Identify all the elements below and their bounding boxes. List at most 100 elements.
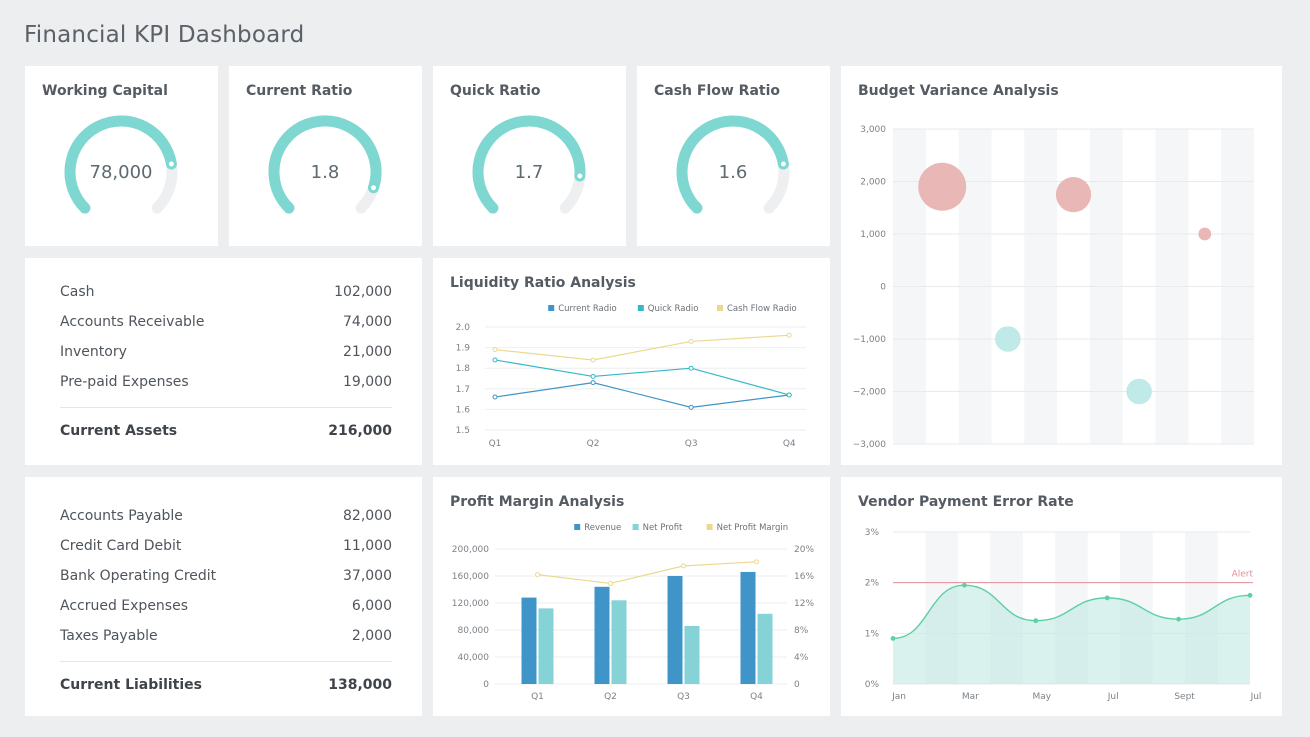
liquidity-ratio-chart: 2.0 1.9 1.8 1.7 1.6 1.5 Q1 Q2 Q3 Q4 Cash Flow Radi… [456,304,806,449]
bubble [1126,378,1152,405]
gauge-value: 1.7 [515,162,544,183]
total-value: 216,000 [328,423,392,439]
row-value: 21,000 [343,344,392,360]
data-point [492,394,498,400]
x-tick-label: Sept [1174,692,1195,702]
data-point [688,404,694,410]
kpi-card-working-capital: Working Capital 78,000 [25,66,218,246]
bar [740,571,756,684]
legend-label: Cash Flow Radio [727,304,797,314]
bar [667,576,683,684]
total-value: 138,000 [328,677,392,693]
liquidity-ratio-panel: Liquidity Ratio Analysis 2.0 1.9 1.8 1.7 1.6… [433,258,830,465]
x-tick-label: Jan [891,692,906,702]
data-point [1033,618,1039,624]
data-point [786,332,792,338]
gauge-fill [676,115,789,214]
page-title: Financial KPI Dashboard [24,22,305,48]
x-tick-label: Q4 [783,439,796,449]
y-tick-label: 160,000 [452,572,489,582]
y-tick-label: −2,000 [853,388,887,398]
table-row: Inventory 21,000 [60,337,392,367]
y-tick-label: 3% [865,528,880,538]
x-tick-label: Q1 [489,439,502,449]
divider [60,407,392,408]
y-tick-label: −3,000 [853,440,887,450]
y-tick-label: 2.0 [456,323,471,333]
legend-label: Net Profit Margin [717,523,789,533]
current-assets-panel: Cash 102,000 Accounts Receivable 74,000 In… [25,258,422,465]
data-point [962,582,967,588]
bubble [1055,177,1092,213]
gauge-value: 78,000 [90,162,153,183]
current-liabilities-panel: Accounts Payable 82,000 Credit Card Debit… [25,477,422,716]
legend-label: Revenue [584,523,621,533]
legend-label: Net Profit [643,523,683,533]
data-point [688,338,694,344]
data-point [786,392,792,398]
data-point [688,365,694,371]
row-label: Bank Operating Credit [60,568,217,584]
kpi-label: Working Capital [42,83,168,99]
gauge-cash-flow-ratio: 1.6 [676,115,790,214]
legend-swatch [632,524,639,530]
x-tick-label: Q1 [531,692,544,702]
liabilities-table: Accounts Payable 82,000 Credit Card Debit… [60,501,392,700]
y-tick-label: 40,000 [458,653,490,663]
total-row: Current Liabilities 138,000 [60,670,392,700]
row-label: Accounts Receivable [60,314,205,330]
table-row: Accrued Expenses 6,000 [60,591,392,621]
table-row: Taxes Payable 2,000 [60,621,392,651]
bar [684,625,700,684]
area-line [892,584,1251,640]
y2-tick-label: 20% [794,545,814,555]
data-point [590,373,596,379]
gauge-handle [166,159,176,169]
x-tick-label: Q2 [587,439,600,449]
bubble [995,326,1021,352]
legend-label: Current Radio [558,304,617,314]
bar [538,608,554,684]
profit-margin-chart: 200,000 160,000 120,000 80,000 40,000 0 20% 16%… [452,523,815,702]
bubble [1198,227,1212,241]
bar [594,586,610,684]
gauge-working-capital: 78,000 [64,115,178,214]
kpi-card-quick-ratio: Quick Ratio 1.7 [433,66,626,246]
y-tick-label: 0 [483,680,489,690]
legend-swatch [574,524,581,530]
kpi-label: Quick Ratio [450,83,541,99]
data-point [890,636,896,641]
table-row: Credit Card Debit 11,000 [60,531,392,561]
y2-tick-label: 4% [794,653,809,663]
x-tick-label: Q3 [677,692,690,702]
total-label: Current Liabilities [60,677,202,693]
budget-variance-panel: Budget Variance Analysis 3,000 2,000 1,000… [841,66,1282,465]
kpi-card-current-ratio: Current Ratio 1.8 [229,66,422,246]
row-value: 102,000 [334,284,392,300]
bubble [918,162,967,211]
row-value: 2,000 [351,628,392,644]
y2-tick-label: 0 [794,680,800,690]
legend-swatch [706,524,713,530]
area-fill [893,585,1250,684]
row-label: Cash [60,284,95,300]
data-point [492,347,498,353]
legend-swatch [717,305,723,311]
total-row: Current Assets 216,000 [60,416,392,446]
budget-variance-chart: 3,000 2,000 1,000 0 −1,000 −2,000 −3,000 [853,125,1254,450]
assets-table: Cash 102,000 Accounts Receivable 74,000 In… [60,277,392,446]
y-tick-label: 2% [865,579,880,589]
divider [60,661,392,662]
series-line [494,359,790,396]
x-tick-label: Q3 [685,439,698,449]
row-value: 6,000 [351,598,392,614]
data-point [492,357,498,363]
vendor-error-chart: 3% 2% 1% 0% Alert Jan Mar May Jul Sept Jul [865,528,1262,702]
data-point [590,357,596,363]
chart-title: Liquidity Ratio Analysis [450,275,636,291]
y2-tick-label: 16% [794,572,814,582]
row-label: Credit Card Debit [60,538,182,554]
y2-tick-label: 12% [794,599,814,609]
gauge-value: 1.8 [311,162,340,183]
data-point [1104,595,1110,601]
